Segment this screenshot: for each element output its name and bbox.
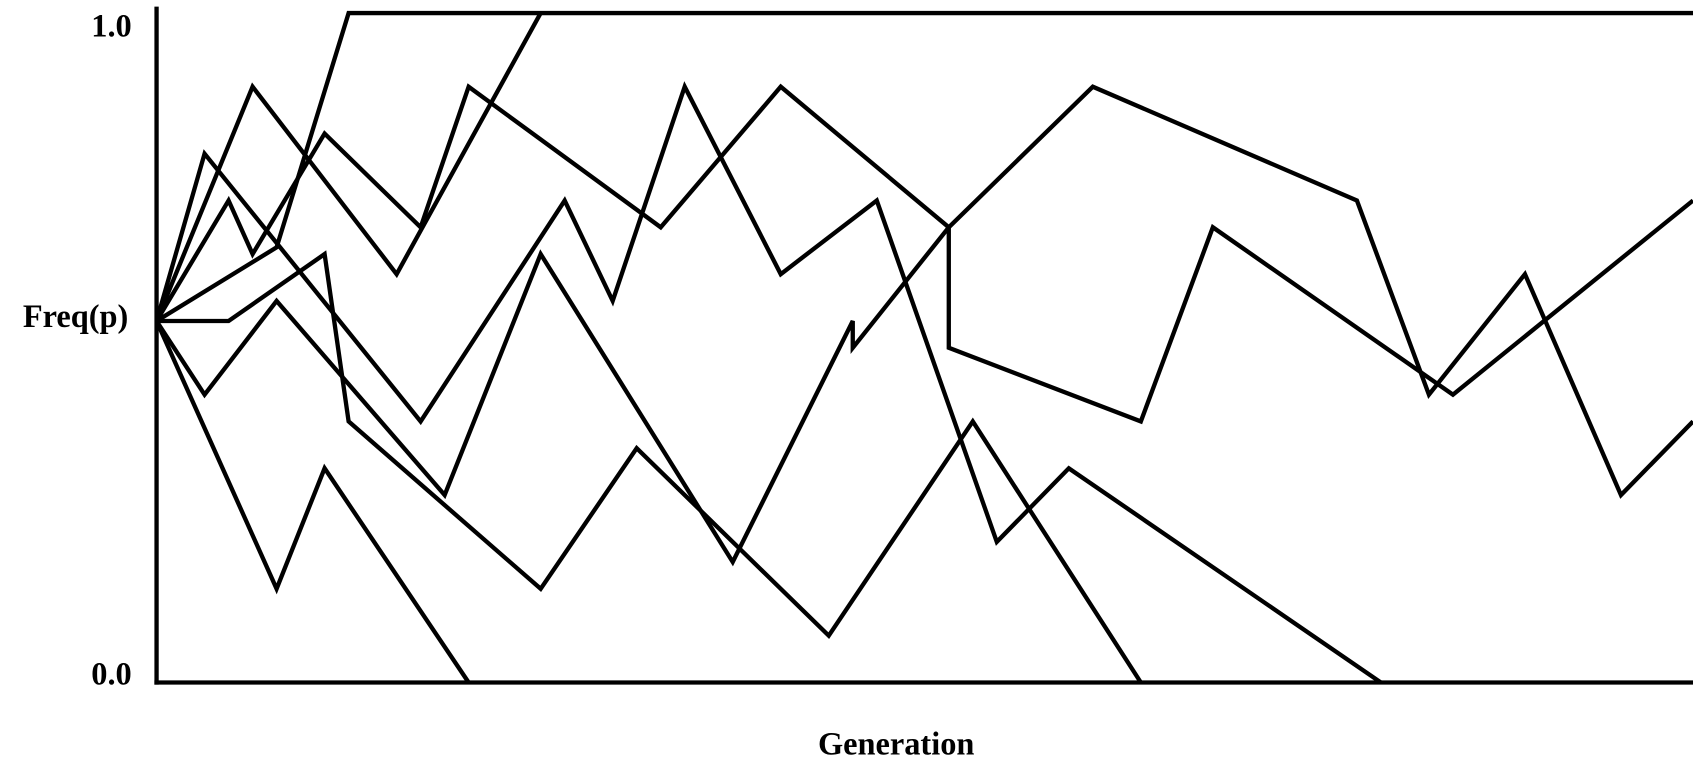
y-axis-label: Freq(p) bbox=[23, 299, 129, 335]
series-line bbox=[156, 250, 1143, 684]
y-tick-label: 1.0 bbox=[91, 9, 131, 45]
series-line bbox=[154, 12, 543, 322]
series-line bbox=[155, 10, 1693, 323]
y-tick-label: 0.0 bbox=[91, 657, 131, 693]
x-axis-label: Generation bbox=[818, 727, 974, 763]
series-line bbox=[154, 81, 1383, 685]
series-line bbox=[154, 84, 1693, 567]
series-line bbox=[154, 320, 471, 684]
